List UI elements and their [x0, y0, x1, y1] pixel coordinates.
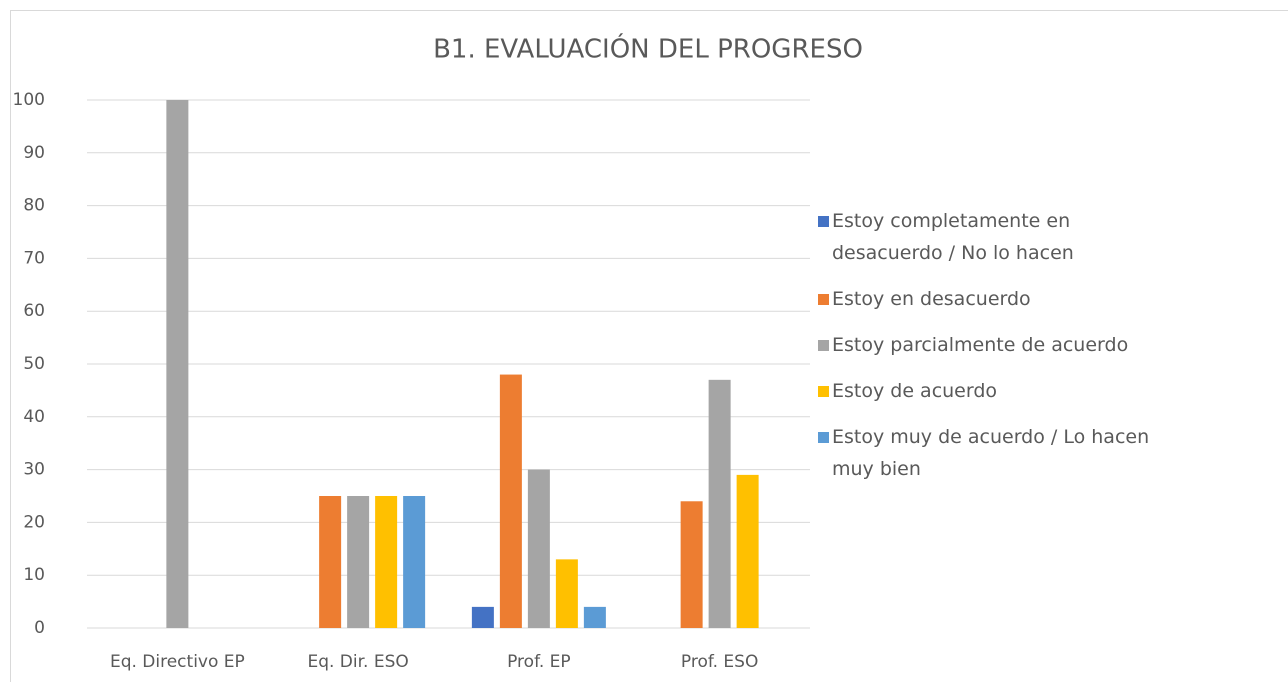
y-tick-label: 100: [13, 90, 45, 110]
bar: [319, 496, 342, 628]
y-tick-label: 50: [23, 354, 45, 374]
legend: Estoy completamente en desacuerdo / No l…: [818, 205, 1238, 485]
legend-item: Estoy parcialmente de acuerdo: [818, 329, 1238, 361]
x-tick-label: Prof. EP: [507, 652, 571, 672]
bar: [583, 606, 606, 628]
bar: [403, 496, 426, 628]
legend-swatch: [818, 294, 829, 305]
bar: [708, 379, 731, 628]
legend-label: Estoy completamente en desacuerdo / No l…: [832, 210, 1074, 264]
legend-item: Estoy completamente en desacuerdo / No l…: [818, 205, 1238, 269]
y-tick-label: 70: [23, 248, 45, 268]
chart-border: [10, 10, 1288, 682]
legend-label: Estoy parcialmente de acuerdo: [832, 334, 1129, 356]
legend-label: Estoy de acuerdo: [832, 380, 998, 402]
bar: [375, 496, 398, 628]
legend-swatch: [818, 340, 829, 351]
x-tick-label: Prof. ESO: [681, 652, 758, 672]
bar: [347, 496, 370, 628]
legend-swatch: [818, 432, 829, 443]
x-tick-label: Eq. Directivo EP: [110, 652, 245, 672]
y-tick-label: 30: [23, 460, 45, 480]
y-tick-label: 10: [23, 565, 45, 585]
bar: [527, 469, 550, 628]
y-tick-label: 80: [23, 196, 45, 216]
y-tick-label: 20: [23, 512, 45, 532]
legend-item: Estoy en desacuerdo: [818, 283, 1238, 315]
legend-item: Estoy de acuerdo: [818, 375, 1238, 407]
legend-label: Estoy muy de acuerdo / Lo hacen muy bien: [832, 426, 1150, 480]
legend-swatch: [818, 386, 829, 397]
bar: [736, 474, 759, 628]
chart-title: B1. EVALUACIÓN DEL PROGRESO: [433, 33, 863, 65]
y-tick-label: 0: [34, 618, 45, 638]
bar: [499, 374, 522, 628]
y-tick-label: 40: [23, 407, 45, 427]
y-tick-label: 60: [23, 301, 45, 321]
bar: [166, 100, 189, 628]
bar: [471, 606, 494, 628]
legend-swatch: [818, 216, 829, 227]
bar: [555, 559, 578, 628]
y-tick-label: 90: [23, 143, 45, 163]
legend-label: Estoy en desacuerdo: [832, 288, 1031, 310]
x-tick-label: Eq. Dir. ESO: [307, 652, 408, 672]
bar: [680, 501, 703, 628]
legend-item: Estoy muy de acuerdo / Lo hacen muy bien: [818, 421, 1238, 485]
